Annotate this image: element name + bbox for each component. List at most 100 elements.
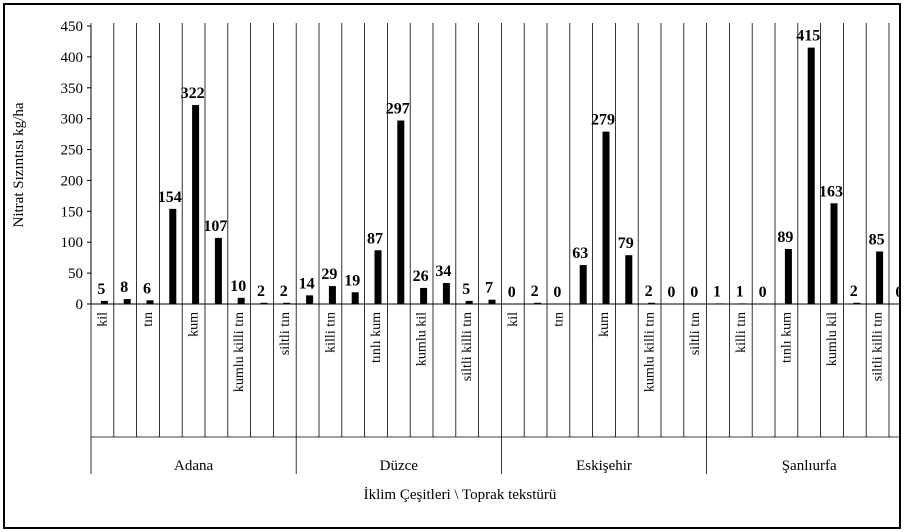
group-label: Eskişehir — [576, 458, 632, 474]
value-label: 2 — [280, 283, 288, 300]
category-label: siltli killi tın — [460, 312, 475, 381]
bar — [876, 251, 884, 304]
value-label: 5 — [97, 281, 105, 298]
category-label: kumlu kil — [415, 312, 430, 366]
bar — [100, 300, 108, 304]
bar — [534, 302, 542, 304]
value-label: 0 — [667, 284, 675, 301]
category-label: tınlı kum — [779, 312, 794, 363]
group-label: Düzce — [380, 458, 419, 474]
value-label: 1 — [713, 283, 721, 300]
value-label: 297 — [386, 101, 410, 118]
value-label: 0 — [895, 284, 901, 301]
bar — [237, 297, 245, 304]
category-label: killi tın — [734, 312, 749, 353]
value-label: 154 — [158, 189, 182, 206]
value-label: 163 — [819, 183, 843, 200]
category-labels: kil tın kum kumlu killi tın siltli tın killi … — [95, 312, 885, 392]
category-label: killi tın — [323, 312, 338, 353]
group-label: Adana — [174, 458, 213, 474]
bar — [648, 302, 656, 304]
value-label: 87 — [367, 230, 383, 247]
value-label: 279 — [591, 112, 615, 129]
value-label: 85 — [869, 231, 885, 248]
category-label: tınlı kum — [369, 312, 384, 363]
bar — [807, 47, 815, 304]
bar — [579, 265, 587, 304]
category-label: tın — [551, 312, 566, 327]
value-label: 14 — [299, 275, 315, 292]
value-label: 89 — [777, 229, 793, 246]
category-label: siltli killi tın — [871, 312, 886, 381]
value-label: 2 — [645, 283, 653, 300]
category-label: siltli tın — [688, 312, 703, 355]
value-label: 1 — [736, 283, 744, 300]
category-label: kil — [95, 312, 110, 327]
chart-frame: 0 50 100 150 200 250 300 350 400 450 5 8 6 154 322 107… — [3, 3, 901, 529]
y-tick-label: 150 — [61, 204, 84, 220]
bar — [442, 282, 450, 304]
y-tick-label: 50 — [68, 266, 83, 282]
category-label: tın — [141, 312, 156, 327]
bar — [374, 250, 382, 304]
value-label: 2 — [850, 283, 858, 300]
value-label: 415 — [796, 28, 820, 45]
bar — [853, 302, 861, 304]
bar — [784, 249, 792, 304]
y-tick-label: 250 — [61, 143, 84, 159]
category-label: kumlu killi tın — [232, 312, 247, 392]
bar — [488, 299, 496, 304]
category-label: kum — [187, 312, 202, 337]
group-label: Şanlıurfa — [782, 458, 837, 474]
bar — [739, 303, 747, 304]
value-label: 26 — [413, 268, 429, 285]
value-label: 79 — [618, 235, 634, 252]
value-label: 5 — [462, 281, 470, 298]
category-label: kum — [597, 312, 612, 337]
bar — [306, 295, 314, 304]
value-label: 7 — [485, 280, 493, 297]
y-axis-ticks: 0 50 100 150 200 250 300 350 400 450 — [61, 19, 91, 313]
value-label: 107 — [203, 218, 227, 235]
value-label: 2 — [531, 283, 539, 300]
category-label: kil — [506, 312, 521, 327]
value-label: 0 — [759, 284, 767, 301]
y-tick-label: 100 — [61, 235, 84, 251]
value-label: 322 — [181, 85, 205, 102]
y-tick-label: 0 — [76, 297, 84, 313]
bars — [100, 47, 884, 305]
bar — [123, 299, 131, 304]
bar — [351, 292, 359, 304]
bar — [192, 105, 200, 304]
value-label: 63 — [572, 245, 588, 262]
bar — [602, 131, 610, 304]
bar — [830, 203, 838, 304]
bar — [716, 303, 724, 304]
value-label: 10 — [230, 278, 246, 295]
category-label: kumlu killi tın — [643, 312, 658, 392]
value-label: 0 — [690, 284, 698, 301]
bar — [169, 208, 177, 304]
value-label: 29 — [321, 266, 337, 283]
bar — [214, 237, 222, 304]
value-label: 34 — [435, 263, 451, 280]
bar — [146, 300, 154, 304]
category-label: siltli tın — [278, 312, 293, 355]
y-tick-label: 450 — [61, 19, 84, 35]
value-label: 19 — [344, 272, 360, 289]
axes — [90, 26, 899, 438]
value-label: 8 — [120, 279, 128, 296]
bar — [260, 302, 268, 304]
category-dividers — [90, 23, 890, 474]
y-tick-label: 300 — [61, 112, 84, 128]
value-label: 6 — [143, 280, 151, 297]
value-label: 0 — [553, 284, 561, 301]
value-label: 0 — [508, 284, 516, 301]
bar — [328, 286, 336, 304]
bar — [397, 120, 405, 305]
group-labels: Adana Düzce Eskişehir Şanlıurfa — [174, 458, 837, 474]
bar — [420, 287, 428, 304]
y-axis-label: Nitrat Sızıntısı kg/ha — [11, 102, 27, 227]
